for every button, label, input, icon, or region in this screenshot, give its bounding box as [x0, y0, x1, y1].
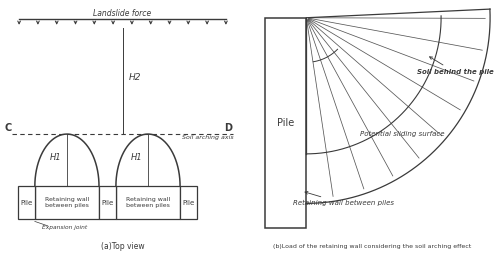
Text: (a)Top view: (a)Top view: [100, 242, 144, 251]
Text: Expansion joint: Expansion joint: [42, 225, 87, 230]
FancyBboxPatch shape: [18, 186, 35, 220]
Text: H2: H2: [128, 73, 141, 82]
Text: H1: H1: [50, 153, 61, 162]
Text: Retaining wall between piles: Retaining wall between piles: [292, 192, 394, 206]
Text: Pile: Pile: [182, 200, 194, 206]
Text: Soil arching axis: Soil arching axis: [182, 135, 234, 140]
Text: C: C: [5, 123, 12, 133]
Text: Soil behind the pile: Soil behind the pile: [416, 57, 494, 75]
Text: Pile: Pile: [277, 118, 294, 128]
FancyBboxPatch shape: [35, 186, 99, 220]
Text: Pile: Pile: [20, 200, 32, 206]
Text: D: D: [224, 123, 232, 133]
Text: Landslide force: Landslide force: [94, 9, 152, 18]
Text: Retaining wall
between piles: Retaining wall between piles: [45, 197, 89, 208]
Text: Pile: Pile: [102, 200, 114, 206]
Text: (b)Load of the retaining wall considering the soil arching effect: (b)Load of the retaining wall considerin…: [274, 244, 471, 249]
FancyBboxPatch shape: [264, 18, 306, 228]
Text: Potential sliding surface: Potential sliding surface: [360, 131, 444, 137]
FancyBboxPatch shape: [99, 186, 116, 220]
FancyBboxPatch shape: [116, 186, 180, 220]
Text: Retaining wall
between piles: Retaining wall between piles: [126, 197, 170, 208]
Text: H1: H1: [130, 153, 142, 162]
FancyBboxPatch shape: [180, 186, 197, 220]
